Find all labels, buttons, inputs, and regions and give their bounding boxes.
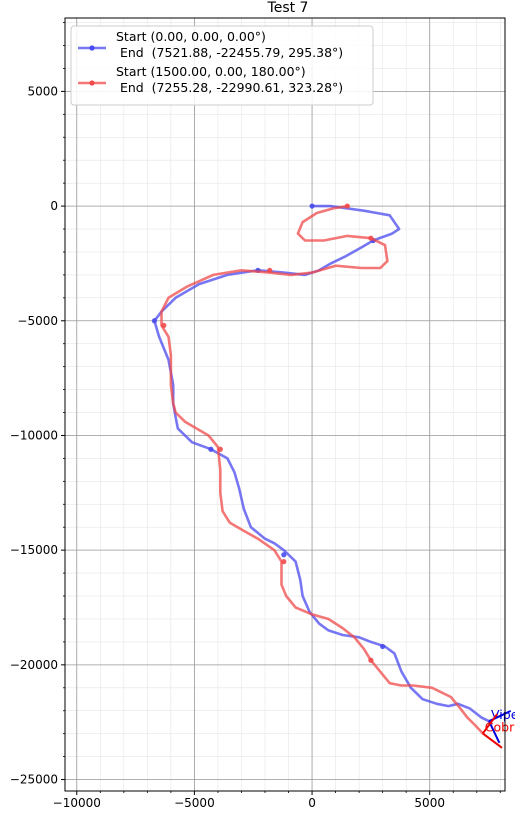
series-line-2 xyxy=(160,204,485,735)
series-point-2 xyxy=(344,203,350,209)
plot-frame xyxy=(64,17,506,792)
minor-grid xyxy=(65,18,505,791)
series-point-2 xyxy=(217,446,223,452)
legend: Start (0.00, 0.00, 0.00°) End (7521.88, … xyxy=(70,25,374,106)
legend-label-2: Start (1500.00, 0.00, 180.00°) xyxy=(116,64,306,79)
y-tick-label: 0 xyxy=(50,199,58,213)
x-tick-label: 0 xyxy=(308,796,316,810)
series-point-1 xyxy=(309,203,315,209)
legend-label-2-line2: End (7255.28, -22990.61, 323.28°) xyxy=(116,80,343,95)
x-tick-label: −5000 xyxy=(174,796,215,810)
legend-box xyxy=(70,25,374,106)
axis-ticks: −10000 −5000 0 5000 5000 0 −5000 −10000 −15000 −2… xyxy=(10,22,501,810)
y-tick-label: −15000 xyxy=(10,543,58,557)
series-point-1 xyxy=(281,552,287,558)
y-tick-label: −20000 xyxy=(10,658,58,672)
y-tick-label: 5000 xyxy=(27,84,58,98)
series-layer xyxy=(151,203,491,735)
series-point-2 xyxy=(281,559,287,565)
legend-marker-2 xyxy=(89,80,95,86)
legend-label-1: Start (0.00, 0.00, 0.00°) xyxy=(116,29,266,44)
y-tick-label: −5000 xyxy=(17,314,58,328)
legend-marker-1 xyxy=(89,45,95,51)
series-point-1 xyxy=(151,318,158,324)
annotation-label-1: Viper xyxy=(491,707,515,722)
series-point-2 xyxy=(368,657,374,663)
chart-title: Test 7 xyxy=(267,0,309,16)
legend-label-1-line2: End (7521.88, -22455.79, 295.38°) xyxy=(116,45,343,60)
series-point-1 xyxy=(380,643,386,650)
major-grid xyxy=(65,18,505,791)
series-point-1 xyxy=(208,446,214,452)
y-tick-label: −25000 xyxy=(10,773,58,787)
heading-arrow-2 xyxy=(482,732,503,749)
x-tick-label: −10000 xyxy=(53,796,101,810)
series-point-2 xyxy=(267,267,273,273)
heading-normal-2 xyxy=(481,713,498,735)
series-point-2 xyxy=(161,322,167,328)
x-tick-label: 5000 xyxy=(414,796,445,810)
series-point-2 xyxy=(368,235,374,241)
heading-arrow-1 xyxy=(488,720,501,744)
y-tick-label: −10000 xyxy=(10,428,58,442)
series-line-1 xyxy=(153,204,491,723)
heading-annotations: ViperCobra xyxy=(481,707,515,749)
annotation-label-2: Cobra xyxy=(485,719,515,734)
